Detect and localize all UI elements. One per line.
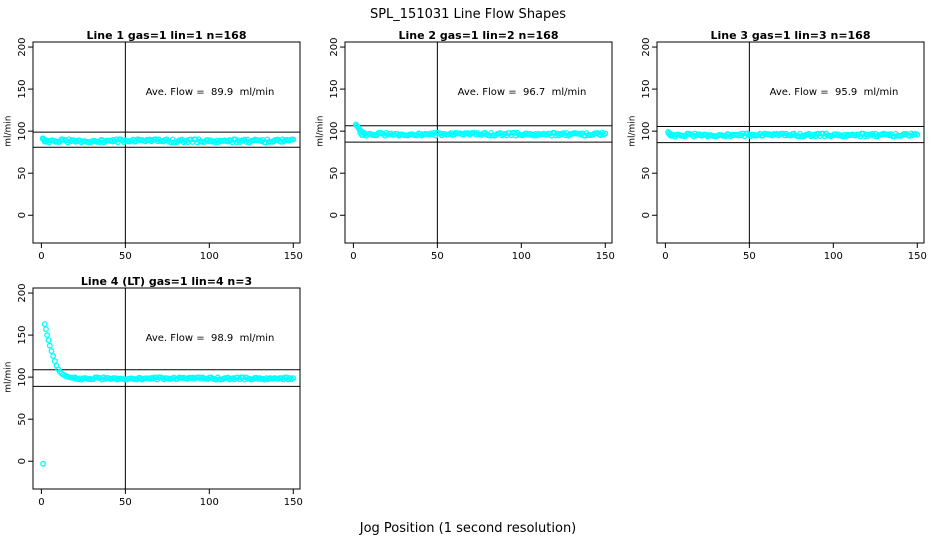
svg-text:100: 100 (200, 497, 219, 508)
svg-text:150: 150 (641, 80, 652, 99)
panel-line-4: 0 50 100 150 200 0 50 100 150 ml/min Line 4 (LT) … (0, 274, 312, 520)
svg-text:50: 50 (431, 251, 444, 262)
svg-text:100: 100 (329, 122, 340, 141)
figure-x-axis-label: Jog Position (1 second resolution) (359, 521, 577, 536)
svg-text:200: 200 (641, 37, 652, 56)
panel-title-line-3: Line 3 gas=1 lin=3 n=168 (710, 29, 871, 42)
svg-text:0: 0 (662, 251, 668, 262)
panel-title-line-2: Line 2 gas=1 lin=2 n=168 (398, 29, 559, 42)
svg-text:150: 150 (284, 251, 303, 262)
svg-text:50: 50 (119, 497, 132, 508)
avg-flow-annotation-line-1: Ave. Flow = 89.9 ml/min (145, 87, 275, 98)
svg-text:100: 100 (824, 251, 843, 262)
svg-text:ml/min: ml/min (4, 116, 14, 147)
svg-text:0: 0 (17, 212, 28, 218)
panel-title-line-4: Line 4 (LT) gas=1 lin=4 n=3 (80, 275, 253, 288)
panel-line-3: 0 50 100 150 200 0 50 100 150 ml/min Line 3 gas=1… (624, 28, 936, 274)
svg-text:0: 0 (38, 497, 44, 508)
svg-text:50: 50 (329, 167, 340, 180)
empty-cell (624, 274, 936, 520)
svg-text:0: 0 (17, 458, 28, 464)
svg-text:100: 100 (200, 251, 219, 262)
empty-cell (312, 274, 624, 520)
panel-line-2: 0 50 100 150 200 0 50 100 150 ml/min Line 2 gas=1… (312, 28, 624, 274)
svg-text:0: 0 (38, 251, 44, 262)
svg-text:150: 150 (17, 80, 28, 99)
svg-text:150: 150 (329, 80, 340, 99)
svg-text:150: 150 (284, 497, 303, 508)
avg-flow-annotation-line-3: Ave. Flow = 95.9 ml/min (769, 87, 899, 98)
figure-title: SPL_151031 Line Flow Shapes (369, 7, 567, 22)
plot-area-line-4: 0 50 100 150 200 0 50 100 150 ml/min (4, 283, 303, 508)
plot-area-line-2: 0 50 100 150 200 0 50 100 150 ml/min (316, 37, 615, 262)
svg-text:200: 200 (17, 37, 28, 56)
svg-text:ml/min: ml/min (628, 116, 638, 147)
svg-text:50: 50 (17, 167, 28, 180)
svg-text:ml/min: ml/min (316, 116, 326, 147)
svg-text:50: 50 (641, 167, 652, 180)
svg-text:0: 0 (329, 212, 340, 218)
svg-text:100: 100 (512, 251, 531, 262)
svg-text:ml/min: ml/min (4, 362, 14, 393)
svg-text:0: 0 (350, 251, 356, 262)
svg-text:150: 150 (596, 251, 615, 262)
svg-text:100: 100 (641, 122, 652, 141)
svg-text:0: 0 (641, 212, 652, 218)
avg-flow-annotation-line-2: Ave. Flow = 96.7 ml/min (457, 87, 587, 98)
panel-line-1: 0 50 100 150 200 0 50 100 150 ml/min Line 1 gas=1… (0, 28, 312, 274)
svg-text:150: 150 (17, 326, 28, 345)
panel-title-line-1: Line 1 gas=1 lin=1 n=168 (86, 29, 247, 42)
svg-text:100: 100 (17, 368, 28, 387)
svg-text:200: 200 (17, 283, 28, 302)
panel-grid: 0 50 100 150 200 0 50 100 150 ml/min Line 1 gas=1… (0, 28, 936, 520)
svg-text:50: 50 (743, 251, 756, 262)
svg-text:150: 150 (908, 251, 927, 262)
plot-area-line-1: 0 50 100 150 200 0 50 100 150 ml/min (4, 37, 303, 262)
svg-text:100: 100 (17, 122, 28, 141)
plot-area-line-3: 0 50 100 150 200 0 50 100 150 ml/min (628, 37, 927, 262)
svg-text:50: 50 (17, 413, 28, 426)
svg-text:200: 200 (329, 37, 340, 56)
svg-text:50: 50 (119, 251, 132, 262)
avg-flow-annotation-line-4: Ave. Flow = 98.9 ml/min (145, 333, 275, 344)
